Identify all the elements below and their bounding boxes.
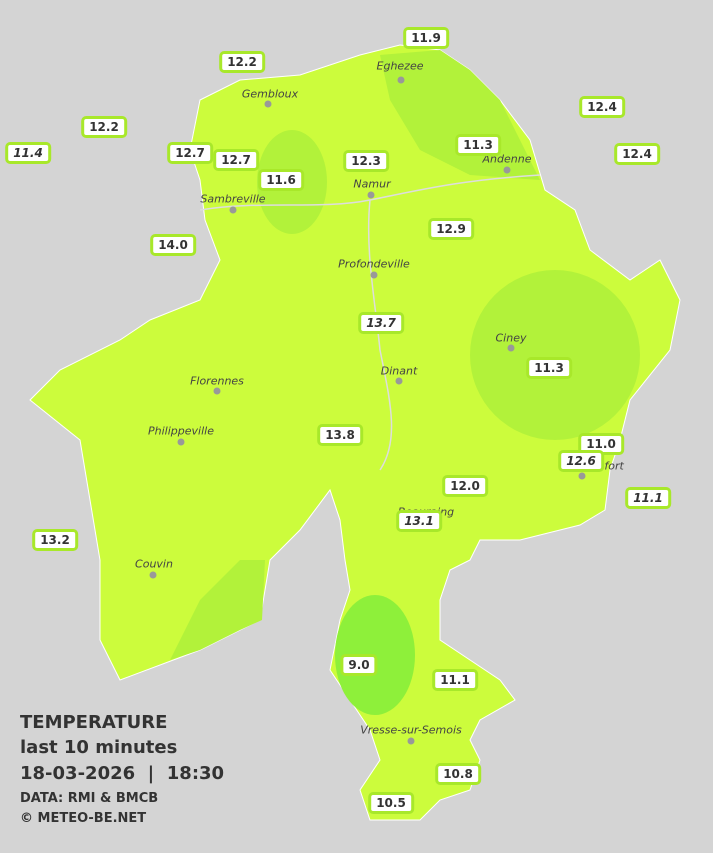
town-dot [395, 377, 403, 385]
town-label: Vresse-sur-Semois [360, 723, 462, 737]
station-label: 14.0 [150, 234, 196, 256]
town-label: Florennes [190, 374, 244, 388]
station-label: 12.3 [343, 150, 389, 172]
station-label: 12.7 [213, 149, 259, 171]
town-label: Profondeville [338, 257, 410, 271]
town-dot [503, 166, 511, 174]
town-dot [407, 737, 415, 745]
town-dot [507, 344, 515, 352]
town-dot [367, 191, 375, 199]
station-label: 12.2 [81, 116, 127, 138]
town-dot [213, 387, 221, 395]
legend-source: DATA: RMI & BMCB [20, 791, 159, 806]
town-label: Ciney [495, 331, 527, 345]
legend-title: TEMPERATURE [20, 712, 168, 733]
town-label: Dinant [380, 364, 418, 378]
station-label: 13.8 [317, 424, 363, 446]
town-label: Sambreville [200, 192, 266, 206]
town-dot [397, 76, 405, 84]
station-label: 13.1 [396, 510, 442, 532]
town-dot [264, 100, 272, 108]
town-label: Namur [353, 177, 391, 191]
station-label: 12.4 [579, 96, 625, 118]
town-label: Eghezee [376, 59, 424, 73]
town-dot [229, 206, 237, 214]
station-label: 12.9 [428, 218, 474, 240]
town-label: Philippeville [148, 424, 214, 438]
station-label: 9.0 [340, 654, 378, 676]
station-label: 12.2 [219, 51, 265, 73]
station-label: 11.6 [258, 169, 304, 191]
town-dot [149, 571, 157, 579]
town-dot [578, 472, 586, 480]
station-label: 10.5 [368, 792, 414, 814]
station-label: 10.8 [435, 763, 481, 785]
zone [170, 560, 265, 660]
station-label: 11.1 [432, 669, 478, 691]
town-label: Gembloux [241, 87, 299, 101]
town-dot [370, 271, 378, 279]
station-label: 12.0 [442, 475, 488, 497]
station-label: 11.3 [526, 357, 572, 379]
station-label: 13.7 [358, 312, 404, 334]
station-label: 12.6 [558, 450, 604, 472]
station-label: 11.4 [5, 142, 51, 164]
station-label: 12.7 [167, 142, 213, 164]
station-label: 11.1 [625, 487, 671, 509]
town-label: Couvin [135, 557, 173, 571]
zone [470, 270, 640, 440]
station-label: 11.3 [455, 134, 501, 156]
station-label: 11.9 [403, 27, 449, 49]
station-label: 12.4 [614, 143, 660, 165]
station-label: 13.2 [32, 529, 78, 551]
legend-subtitle: last 10 minutes [20, 737, 178, 758]
river [199, 174, 541, 471]
legend-credit: © METEO-BE.NET [20, 811, 147, 826]
legend-datetime: 18-03-2026 | 18:30 [20, 763, 225, 784]
town-dot [177, 438, 185, 446]
